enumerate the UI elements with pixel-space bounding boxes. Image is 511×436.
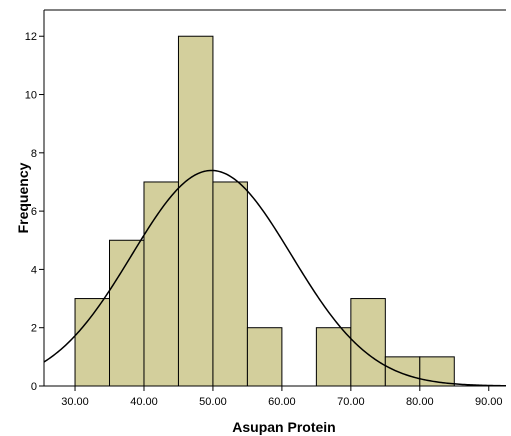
y-tick-label: 10 — [25, 90, 37, 102]
y-tick-label: 4 — [31, 264, 37, 276]
x-tick-label: 60.00 — [268, 396, 296, 408]
ticks-layer: 0 2 4 6 8 10 12 30.00 40.00 50.00 60.00 70.00 80.00 9… — [25, 31, 503, 408]
x-axis-title: Asupan Protein — [232, 419, 335, 435]
histogram-bar — [143, 181, 179, 387]
y-tick-label: 0 — [31, 381, 37, 393]
histogram-bar — [384, 356, 421, 387]
x-tick-label: 80.00 — [406, 396, 434, 408]
x-tick-label: 70.00 — [337, 396, 365, 408]
histogram-bar — [246, 327, 283, 387]
histogram-bar — [74, 298, 111, 387]
x-tick-label: 90.00 — [475, 396, 503, 408]
histogram-bar — [212, 181, 248, 387]
histogram-bar — [419, 356, 455, 387]
bars-layer — [74, 35, 455, 387]
histogram-bar — [350, 298, 386, 387]
y-tick-label: 6 — [31, 206, 37, 218]
axes-layer — [43, 9, 506, 387]
x-tick-label: 30.00 — [61, 396, 89, 408]
y-tick-label: 8 — [31, 148, 37, 160]
x-tick-label: 50.00 — [199, 396, 227, 408]
y-tick-label: 12 — [25, 31, 37, 43]
y-tick-label: 2 — [31, 323, 37, 335]
histogram-bar — [177, 35, 214, 387]
x-tick-label: 40.00 — [130, 396, 158, 408]
histogram-bar — [315, 327, 352, 387]
y-axis-title: Frequency — [15, 162, 31, 233]
normal-curve — [43, 169, 507, 387]
